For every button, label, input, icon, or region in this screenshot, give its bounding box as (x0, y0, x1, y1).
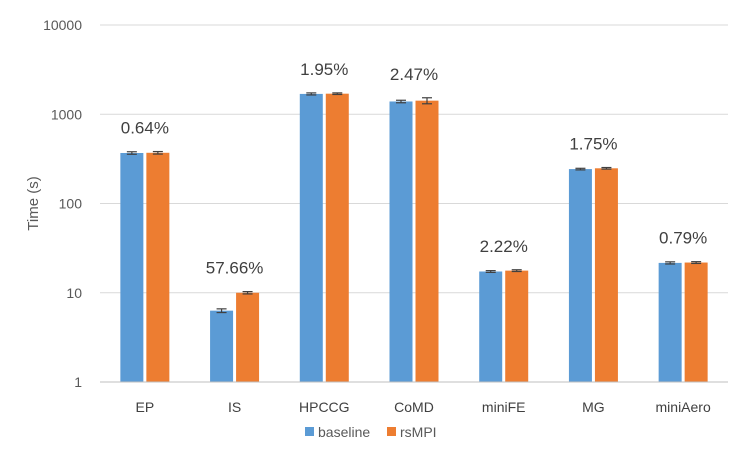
y-tick-label: 100 (59, 196, 83, 212)
bars (120, 93, 708, 383)
data-annotations: 0.64% 57.66% 1.95% 2.47% 2.22% 1.75% 0.79% (121, 60, 707, 278)
bar-baseline-hpccg (299, 93, 323, 383)
x-category-label: IS (228, 399, 241, 415)
y-tick-label: 10000 (43, 17, 82, 33)
y-axis-title: Time (s) (25, 176, 42, 230)
x-category-label: CoMD (394, 399, 434, 415)
y-tick-label: 10 (66, 285, 82, 301)
x-category-label: HPCCG (299, 399, 350, 415)
bar-rsMPI-miniaero (684, 262, 708, 382)
bar-rsMPI-is (236, 292, 260, 382)
bar-baseline-comd (389, 101, 413, 382)
bar-baseline-minife (479, 271, 503, 382)
overhead-annotation: 0.64% (121, 119, 169, 138)
x-category-label: EP (136, 399, 155, 415)
legend-item-rsMPI[interactable]: rsMPI (387, 424, 437, 440)
bar-rsMPI-minife (505, 270, 529, 382)
y-tick-label: 1 (74, 374, 82, 390)
overhead-annotation: 1.75% (569, 135, 617, 154)
bar-baseline-is (210, 310, 234, 382)
bar-baseline-mg (568, 169, 592, 382)
x-category-label: MG (582, 399, 605, 415)
legend-item-baseline[interactable]: baseline (305, 424, 370, 440)
error-bars (126, 92, 702, 314)
bar-rsMPI-mg (594, 168, 618, 382)
x-axis-categories: EP IS HPCCG CoMD miniFE MG miniAero (136, 399, 711, 415)
y-axis-ticks: 1 10 100 1000 10000 (43, 17, 82, 390)
bar-rsMPI-comd (415, 100, 439, 382)
overhead-annotation: 1.95% (300, 60, 348, 79)
overhead-annotation: 2.22% (480, 237, 528, 256)
overhead-annotation: 57.66% (206, 259, 264, 278)
bar-baseline-ep (120, 152, 144, 382)
y-tick-label: 1000 (51, 106, 82, 122)
legend-label: baseline (318, 424, 370, 440)
legend[interactable]: baseline rsMPI (305, 424, 437, 440)
x-category-label: miniAero (656, 399, 711, 415)
x-category-label: miniFE (482, 399, 526, 415)
legend-swatch-baseline (305, 427, 314, 436)
overhead-annotation: 0.79% (659, 229, 707, 248)
bar-baseline-miniaero (658, 262, 682, 382)
legend-swatch-rsMPI (387, 427, 396, 436)
bar-rsMPI-hpccg (325, 93, 349, 382)
overhead-annotation: 2.47% (390, 65, 438, 84)
legend-label: rsMPI (400, 424, 437, 440)
bar-rsMPI-ep (146, 152, 170, 382)
gridlines (100, 24, 728, 294)
